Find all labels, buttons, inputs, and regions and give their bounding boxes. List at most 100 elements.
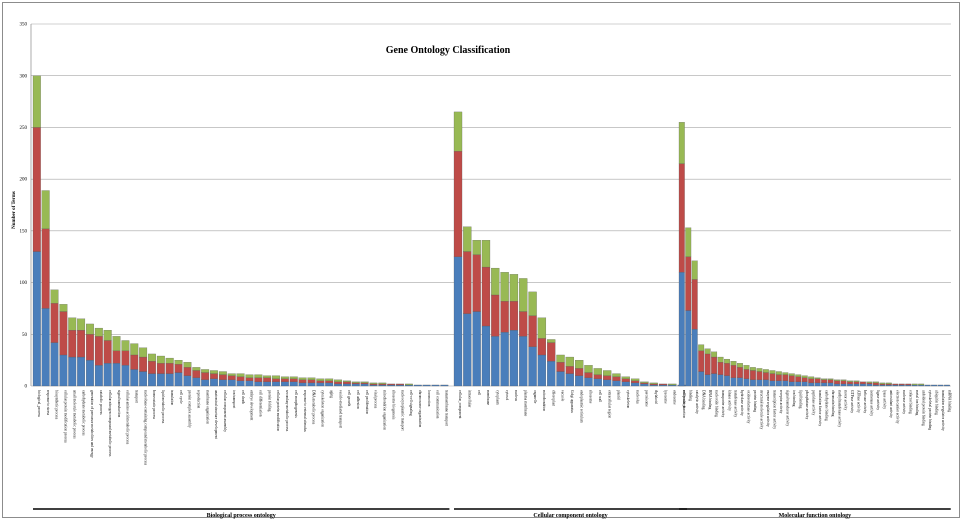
bar-segment [717,374,724,387]
bar-segment [612,373,621,377]
category-label: biosynthetic process [55,390,59,420]
bar-segment [704,348,711,355]
category-label: nucleotide binding [714,390,718,417]
group-label: Molecular function ontology [779,513,852,519]
bar-segment [621,378,630,382]
category-label: transcription factor activity [773,390,777,429]
bar-segment [440,384,449,387]
bar-segment [254,377,263,382]
bar-segment [698,350,705,372]
category-label: chromatin binding [831,390,835,417]
bar-segment [698,344,705,351]
bar-segment [404,384,413,387]
bar-segment [481,266,491,327]
category-label: carbohydrate binding [824,390,828,421]
bar-segment [630,378,640,381]
bar-segment [717,356,724,363]
bar-segment [342,380,351,382]
bar-segment [853,381,860,385]
bar-segment [860,381,866,385]
bar-segment [201,379,210,387]
bar-segment [769,370,776,374]
bar-segment [782,380,789,387]
category-label: cell differentiation [259,390,263,417]
bar-segment [853,380,860,382]
bar-segment [32,251,41,387]
bar-segment [94,365,103,387]
bar-segment [316,382,325,387]
bar-segment [528,346,537,387]
bar-segment [879,384,886,387]
bar-segment [814,382,821,387]
bar-segment [77,318,86,331]
bar-segment [68,356,77,387]
bar-segment [519,336,528,387]
bar-segment [500,301,509,333]
category-label: membrane [486,390,490,406]
category-label: cytoskeleton organization [321,390,325,427]
bar-segment [769,380,776,387]
bar-segment [704,374,711,387]
category-label: mitochondrion organization [383,390,387,430]
bar-segment [210,370,218,374]
bar-segment [148,353,156,362]
bar-segment [821,378,828,380]
bar-segment [94,327,103,337]
bar-segment [59,354,68,387]
bar-segment [218,374,227,380]
bar-segment [717,362,724,375]
bar-segment [847,383,853,387]
bar-segment [218,371,227,375]
category-label: aging [329,390,333,398]
bar-segment [509,330,519,387]
y-tick-label: 50 [22,333,28,338]
bar-segment [50,289,59,304]
category-label: cell proliferation [365,390,369,414]
bar-segment [121,365,130,387]
category-label: RNA binding [708,390,712,409]
bar-segment [378,382,387,385]
bar-segment [808,382,815,387]
bar-segment [685,256,692,311]
bar-segment [860,383,866,387]
category-label: cytoskeletal protein binding [928,390,932,430]
bar-segment [32,75,41,128]
bar-segment [879,382,886,385]
bar-segment [121,350,130,366]
category-label: organelle [533,390,537,404]
bar-segment [86,360,94,387]
group-label: Biological process ontology [207,513,276,519]
bar-segment [378,383,387,386]
bar-segment [227,373,236,376]
bar-segment [86,323,94,335]
category-label: ribosome [589,390,593,404]
bar-segment [621,381,630,387]
category-label: mRNA binding [947,390,951,412]
bar-segment [924,384,931,387]
bar-segment [298,379,307,384]
bar-segment [698,371,705,387]
bar-segment [584,377,593,387]
bar-segment [280,381,289,387]
bar-segment [491,336,500,387]
category-label: receptor activity [779,390,783,414]
bar-segment [795,376,802,382]
bar-segment [68,330,77,358]
bar-segment [41,308,50,387]
category-label: methyltransferase activity [837,390,841,427]
bar-segment [840,379,847,381]
bar-segment [41,228,50,309]
bar-segment [565,373,574,387]
bar-segment [156,355,165,364]
y-axis-label: Number of Terms [12,191,17,229]
category-label: vesicle-mediated transport [338,390,342,428]
bar-segment [775,371,782,375]
bar-segment [307,379,316,384]
bar-segment [866,383,873,387]
category-labels: biological_process response to stress bios… [37,390,951,466]
bar-segment [556,354,565,363]
category-label: ligase activity [876,390,880,410]
bar-segment [918,383,925,386]
bar-segment [165,357,174,364]
bars [32,75,950,387]
